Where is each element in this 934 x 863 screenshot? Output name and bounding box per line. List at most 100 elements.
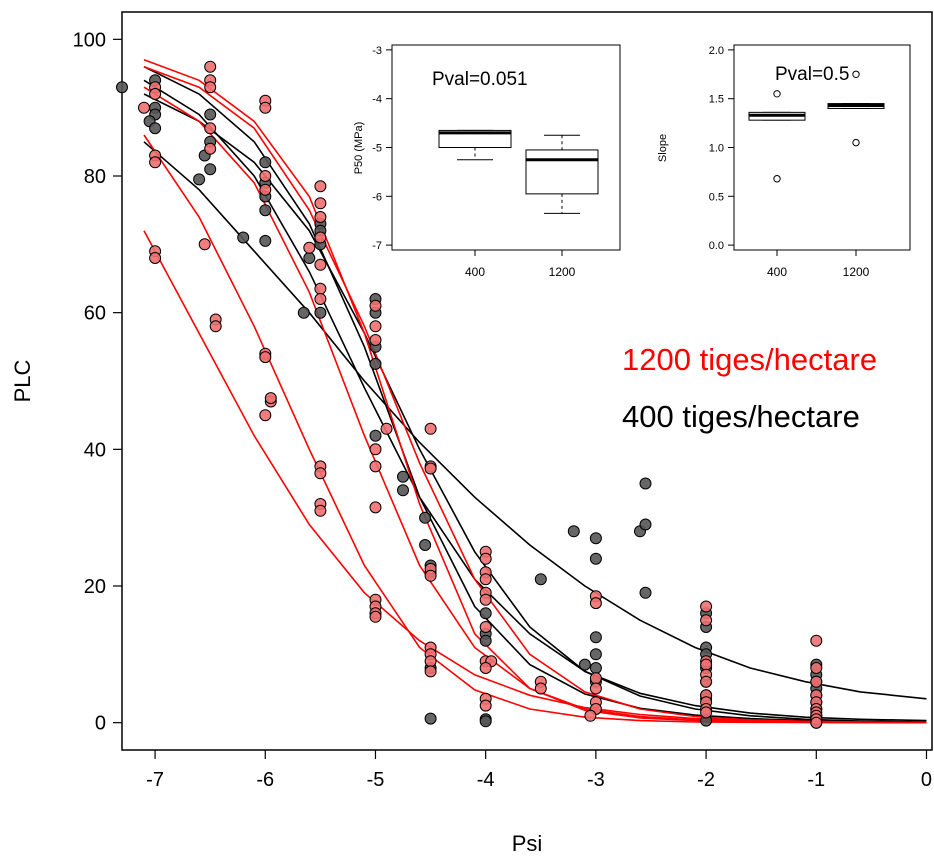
inset-slope-frame [733, 44, 911, 251]
box-outlier [773, 175, 781, 183]
inset-slope-ylabel: Slope [657, 134, 669, 162]
x-tick-label: -3 [587, 769, 605, 791]
data-point-1200 [584, 709, 597, 722]
data-point-1200 [369, 299, 382, 312]
data-point-400 [116, 81, 128, 94]
data-point-400 [639, 586, 652, 599]
data-point-1200 [314, 293, 327, 305]
data-point-1200 [700, 614, 713, 627]
inset-p50-pval: Pval=0.051 [432, 69, 528, 90]
x-tick-label: -4 [477, 769, 495, 791]
data-point-1200 [149, 156, 162, 169]
data-point-1200 [314, 211, 327, 223]
x-tick-label: 0 [921, 769, 932, 791]
inset-x-tick-label: 400 [465, 265, 485, 279]
y-tick-label: 0 [95, 713, 106, 735]
data-point-400 [397, 484, 409, 497]
fitted-curve-400-3 [143, 141, 927, 700]
data-point-400 [479, 715, 492, 728]
data-point-1200 [369, 610, 382, 623]
data-point-1200 [259, 101, 272, 114]
data-point-400 [397, 470, 409, 483]
data-point-1200 [369, 443, 382, 456]
x-tick-label: -2 [697, 769, 715, 791]
data-point-1200 [314, 258, 327, 271]
data-point-1200 [369, 460, 382, 473]
data-point-1200 [589, 672, 602, 685]
data-point-1200 [479, 593, 492, 606]
inset-p50-ylabel: P50 (MPa) [353, 122, 365, 175]
data-point-1200 [314, 282, 327, 295]
data-point-400 [204, 108, 217, 121]
inset-p50-boxplot: -3 -4 -5 -6 -7 400 1200 P50 (MPa) Pval=0.051 [353, 44, 621, 279]
data-point-1200 [810, 675, 823, 688]
inset-y-tick-label: 1.5 [709, 94, 724, 106]
box-iqr [525, 149, 599, 195]
data-point-400 [479, 634, 492, 647]
data-point-1200 [424, 422, 437, 435]
data-point-1200 [479, 621, 492, 633]
fitted-curve-400-1 [143, 79, 927, 722]
data-point-1200 [314, 197, 327, 210]
data-points [116, 60, 823, 729]
data-point-400 [639, 518, 652, 531]
data-point-1200 [259, 170, 272, 182]
data-point-1200 [259, 183, 272, 196]
data-point-1200 [589, 682, 602, 695]
data-point-1200 [479, 699, 492, 712]
data-point-400 [589, 648, 602, 661]
data-point-1200 [424, 462, 437, 475]
data-point-1200 [700, 706, 713, 719]
x-tick-label: -6 [256, 769, 274, 791]
data-point-1200 [138, 101, 150, 114]
data-point-1200 [534, 682, 547, 695]
data-point-1200 [700, 675, 713, 688]
data-point-1200 [264, 392, 277, 405]
fitted-curve-400-2 [143, 93, 927, 723]
data-point-1200 [314, 504, 327, 517]
data-point-400 [204, 163, 217, 176]
inset-p50-content: -3 -4 -5 -6 -7 400 1200 [372, 45, 599, 279]
data-point-400 [534, 573, 547, 586]
box-outlier [852, 138, 860, 147]
main-plot: -7 -6 -5 -4 -3 -2 -1 0 0 20 40 60 80 100 Psi PLC 120… [10, 11, 933, 856]
data-point-1200 [479, 662, 492, 674]
data-point-400 [578, 658, 591, 671]
inset-y-tick-label: -5 [372, 143, 382, 155]
data-point-1200 [204, 142, 217, 155]
data-point-1200 [424, 655, 437, 668]
data-point-400 [639, 477, 652, 490]
data-point-1200 [810, 716, 823, 729]
data-point-400 [589, 631, 602, 644]
data-point-1200 [810, 634, 823, 647]
data-point-400 [237, 231, 250, 244]
inset-y-tick-label: 2.0 [709, 45, 724, 57]
data-point-400 [589, 532, 602, 545]
data-point-1200 [204, 60, 217, 73]
data-point-1200 [303, 241, 316, 254]
data-point-400 [149, 122, 162, 135]
data-point-1200 [314, 180, 327, 193]
data-point-1200 [209, 320, 222, 333]
data-point-1200 [424, 569, 437, 582]
data-point-1200 [149, 88, 162, 100]
inset-x-tick-label: 1200 [843, 265, 870, 279]
data-point-1200 [198, 238, 211, 251]
data-point-400 [303, 252, 316, 264]
fitted-curve-1200-7 [143, 134, 927, 724]
x-tick-label: -7 [146, 769, 164, 791]
fitted-curve-1200-8 [143, 230, 927, 724]
data-point-400 [297, 306, 310, 319]
x-axis: -7 -6 -5 -4 -3 -2 -1 0 [146, 750, 932, 791]
data-point-1200 [259, 351, 272, 364]
inset-y-tick-label: -4 [372, 94, 382, 106]
y-tick-label: 40 [84, 439, 106, 461]
data-point-400 [567, 525, 580, 538]
data-point-400 [193, 173, 206, 186]
inset-y-tick-label: -3 [372, 45, 382, 57]
data-point-1200 [204, 122, 217, 135]
data-point-1200 [369, 320, 382, 333]
data-point-1200 [369, 501, 382, 514]
data-point-1200 [314, 467, 327, 480]
data-point-400 [369, 357, 382, 370]
